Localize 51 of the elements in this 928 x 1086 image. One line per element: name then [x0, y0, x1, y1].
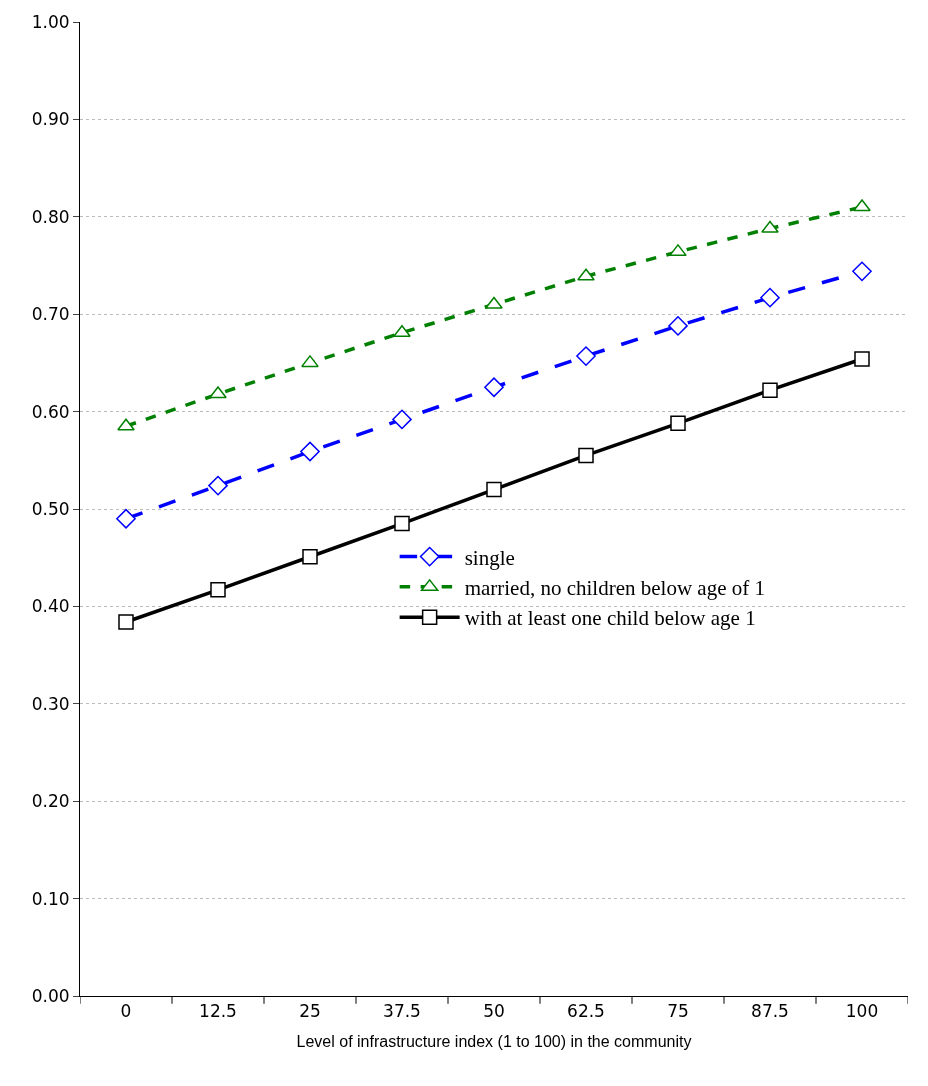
y-tick-label: 0.70 — [31, 304, 70, 325]
x-tick-label: 87.5 — [751, 1001, 789, 1022]
legend-label: single — [464, 545, 515, 570]
point — [853, 199, 871, 212]
y-tick-label: 0.60 — [31, 401, 70, 422]
y-tick-label: 1.00 — [31, 11, 70, 32]
point — [302, 548, 318, 565]
y-tick-label: 0.50 — [31, 498, 70, 519]
x-tick-label: 50 — [483, 1001, 505, 1022]
x-tick-label: 100 — [845, 1001, 879, 1022]
point — [852, 261, 872, 282]
x-tick-label: 12.5 — [199, 1001, 237, 1022]
legend-label: with at least one child below age 1 — [464, 606, 756, 631]
x-tick-label: 0 — [120, 1001, 132, 1022]
y-tick-label: 0.40 — [31, 596, 70, 617]
x-tick-label: 75 — [667, 1001, 689, 1022]
point — [116, 508, 136, 529]
point — [578, 447, 594, 464]
y-tick-label: 0.20 — [31, 791, 70, 812]
point — [300, 441, 320, 462]
point — [117, 418, 135, 431]
y-tick-label: 0.90 — [31, 109, 70, 130]
y-tick-label: 0.80 — [31, 206, 70, 227]
point — [486, 481, 502, 498]
point — [393, 324, 411, 337]
point — [484, 377, 504, 398]
point — [118, 614, 134, 630]
y-tick-label: 0.10 — [31, 888, 70, 909]
point — [760, 287, 780, 308]
point — [854, 351, 870, 367]
point — [392, 409, 412, 430]
point — [668, 316, 688, 336]
point — [762, 382, 778, 398]
point — [669, 244, 687, 257]
x-tick-label: 62.5 — [567, 1001, 605, 1022]
point — [485, 296, 503, 309]
x-tick-label: 37.5 — [383, 1001, 421, 1022]
legend-label: married, no children below age of 1 — [464, 576, 765, 601]
point — [576, 346, 596, 366]
point — [301, 355, 319, 368]
point — [394, 515, 410, 532]
point — [210, 582, 226, 598]
point — [761, 220, 779, 233]
point — [208, 475, 228, 496]
point — [670, 415, 686, 432]
x-tick-label: 25 — [299, 1001, 321, 1022]
point — [577, 268, 595, 281]
y-tick-label: 0.30 — [31, 693, 70, 714]
y-tick-label: 0.00 — [31, 985, 70, 1006]
x-axis-title: Level of infrastructure index (1 to 100) in the community — [296, 1033, 692, 1051]
point — [209, 386, 227, 399]
